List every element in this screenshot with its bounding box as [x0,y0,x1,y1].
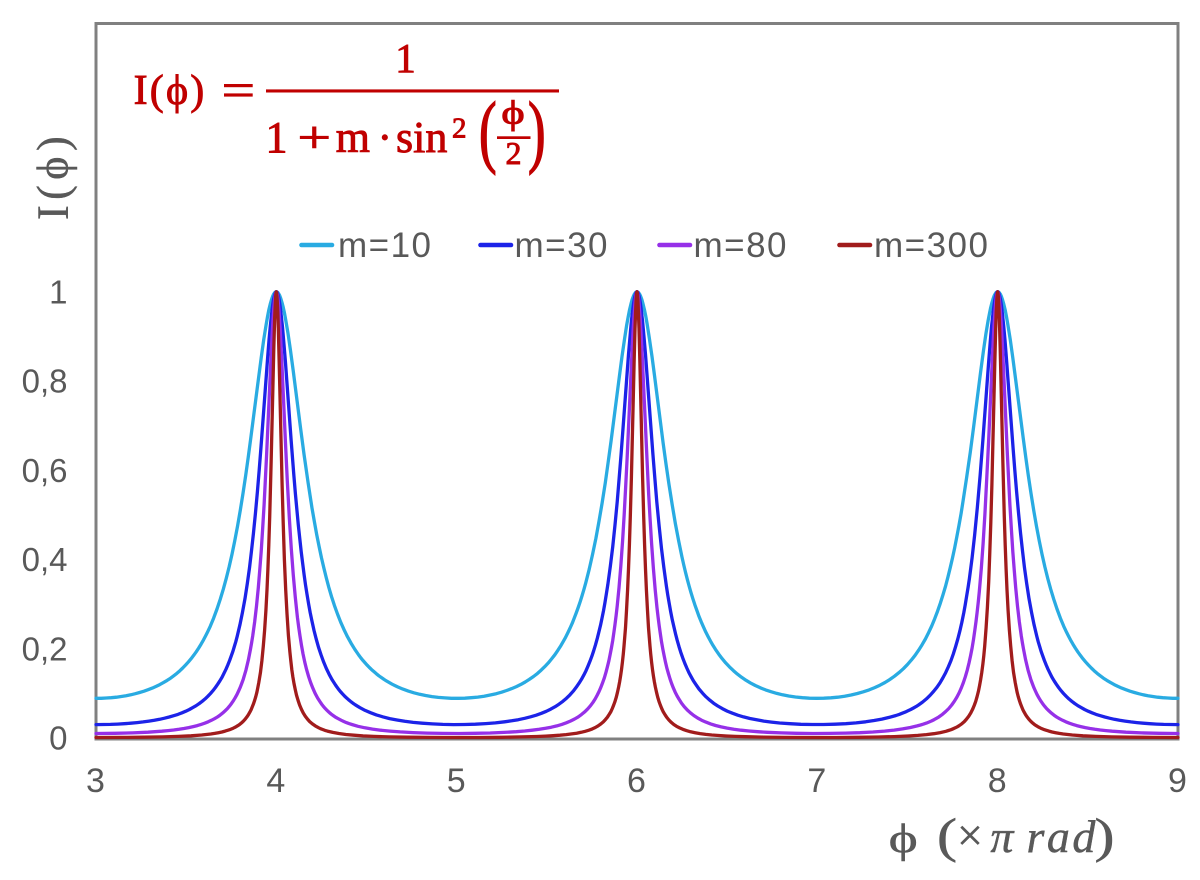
svg-text:1: 1 [395,35,416,81]
svg-text:I(ϕ): I(ϕ) [134,68,207,114]
svg-text:(: ( [937,808,957,863]
svg-text:0,8: 0,8 [22,363,68,400]
svg-text:m: m [336,113,370,162]
svg-text:m=300: m=300 [874,226,990,265]
svg-text:2: 2 [452,113,467,145]
svg-text:I(ϕ): I(ϕ) [29,131,78,220]
svg-text:0,6: 0,6 [22,452,68,489]
svg-text:): ) [528,87,546,176]
svg-text:8: 8 [988,762,1007,800]
svg-text:6: 6 [627,762,646,800]
svg-text:1: 1 [49,274,67,311]
svg-text:m=80: m=80 [694,226,789,265]
svg-text:2: 2 [506,135,522,171]
svg-text:ϕ: ϕ [501,94,524,132]
svg-text:4: 4 [266,762,285,800]
svg-text:5: 5 [447,762,466,800]
svg-text:0,4: 0,4 [22,541,68,578]
svg-text:rad: rad [1027,811,1098,862]
svg-text:sin: sin [396,113,447,162]
svg-text:π: π [990,811,1015,862]
svg-text:ϕ: ϕ [889,816,918,861]
svg-text:9: 9 [1168,762,1187,800]
svg-text:m=30: m=30 [515,226,610,265]
svg-text:0: 0 [49,720,67,757]
svg-text:·: · [378,113,393,162]
svg-text:0,2: 0,2 [22,630,68,667]
svg-text:7: 7 [807,762,826,800]
svg-text:+: + [298,113,332,162]
svg-text:m=10: m=10 [338,226,433,265]
svg-text:3: 3 [86,762,105,800]
svg-text:): ) [1095,808,1115,863]
svg-text:(: ( [479,87,497,176]
svg-text:×: × [957,810,983,861]
svg-text:1: 1 [266,113,288,162]
